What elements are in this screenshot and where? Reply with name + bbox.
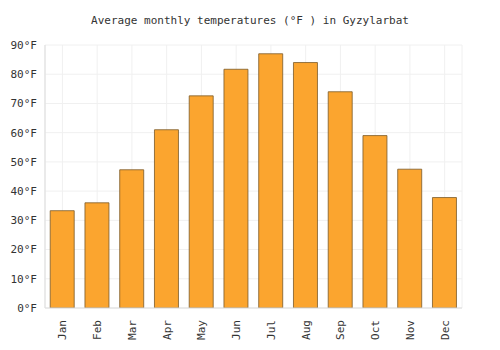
svg-text:Sep: Sep	[334, 320, 347, 340]
svg-text:Jun: Jun	[230, 320, 243, 340]
svg-text:Nov: Nov	[404, 320, 417, 340]
svg-text:Aug: Aug	[300, 320, 313, 340]
svg-text:80°F: 80°F	[11, 68, 38, 81]
svg-text:70°F: 70°F	[11, 97, 38, 110]
svg-text:10°F: 10°F	[11, 273, 38, 286]
svg-text:Jul: Jul	[265, 320, 278, 340]
svg-text:30°F: 30°F	[11, 214, 38, 227]
svg-text:Oct: Oct	[369, 320, 382, 340]
svg-text:60°F: 60°F	[11, 127, 38, 140]
svg-text:May: May	[195, 320, 208, 340]
svg-text:Dec: Dec	[439, 320, 452, 340]
svg-text:Feb: Feb	[91, 320, 104, 340]
svg-text:0°F: 0°F	[17, 302, 37, 315]
svg-text:20°F: 20°F	[11, 243, 38, 256]
svg-text:Mar: Mar	[126, 320, 139, 340]
svg-text:90°F: 90°F	[11, 39, 38, 52]
svg-text:Apr: Apr	[161, 320, 174, 340]
html-text:Average monthly temperatures (: Average monthly temperatures (°F ) in Gy…	[91, 14, 409, 27]
svg-text:50°F: 50°F	[11, 156, 38, 169]
svg-text:40°F: 40°F	[11, 185, 38, 198]
svg-text:Jan: Jan	[56, 320, 69, 340]
